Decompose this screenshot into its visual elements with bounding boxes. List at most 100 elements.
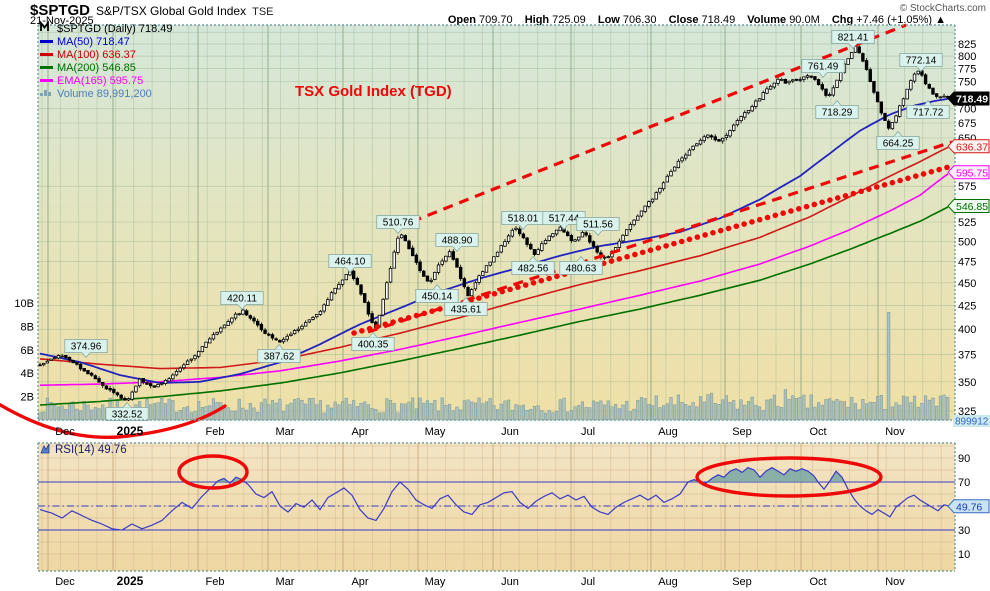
exchange-label: TSE <box>252 6 274 18</box>
volume-bar <box>776 406 780 421</box>
volume-bar <box>783 389 787 421</box>
last-price-label-box <box>947 91 990 106</box>
candle-up <box>289 333 293 336</box>
candle-up <box>898 105 902 117</box>
candle-up <box>126 398 131 401</box>
volume-bar <box>64 409 68 421</box>
candle-down <box>82 368 86 372</box>
price-tick-label: 575 <box>958 181 976 193</box>
callout-seam <box>369 337 377 339</box>
candle-up <box>853 45 858 53</box>
volume-bar <box>573 406 577 421</box>
candle-up <box>156 383 160 388</box>
candle-down <box>78 363 83 370</box>
candle-up <box>695 143 699 147</box>
volume-bar <box>307 398 311 421</box>
volume-bar <box>436 410 441 421</box>
volume-bar <box>186 406 190 421</box>
callout-seam <box>346 266 354 268</box>
volume-bar <box>355 406 359 421</box>
candle-up <box>831 87 836 96</box>
ema165-line <box>40 173 949 386</box>
candle-up <box>311 317 315 320</box>
candle-up <box>684 154 688 159</box>
legend-item: MA(100) 636.37 <box>57 49 136 61</box>
candle-down <box>879 101 884 114</box>
rsi-tick-label: 90 <box>958 453 970 465</box>
price-tick-label: 825 <box>958 39 976 51</box>
callout-text: 480.63 <box>566 264 597 275</box>
candle-up <box>381 298 385 316</box>
candle-up <box>606 256 610 259</box>
candle-down <box>868 69 872 82</box>
volume-bar <box>647 404 651 421</box>
candle-up <box>739 116 743 122</box>
volume-bar <box>60 405 64 421</box>
volume-bar <box>322 412 326 421</box>
price-callout: 450.14 <box>415 283 459 303</box>
rsi-legend: RSI(14) 49.76 <box>40 443 127 456</box>
close-value: 718.49 <box>701 14 736 26</box>
volume-bar <box>38 412 42 421</box>
callout-seam <box>594 229 602 231</box>
candle-down <box>407 240 411 250</box>
candle-up <box>632 219 636 226</box>
candle-up <box>791 79 795 82</box>
month-label-rsi: Apr <box>351 576 368 588</box>
volume-bar <box>470 401 474 421</box>
candle-up <box>230 317 234 323</box>
volume-bar <box>71 401 75 421</box>
volume-bar <box>56 406 61 421</box>
candle-up <box>53 357 57 359</box>
callout-seam <box>577 261 585 263</box>
candle-up <box>429 279 433 282</box>
candle-down <box>152 385 157 388</box>
volume-value-text: 899912 <box>955 417 989 428</box>
volume-bar <box>625 400 629 421</box>
candle-down <box>934 93 939 97</box>
candle-up <box>772 82 777 88</box>
candle-up <box>658 187 662 193</box>
volume-bar <box>580 401 584 421</box>
candle-up <box>322 304 326 312</box>
rsi-line <box>39 466 951 531</box>
volume-bar <box>905 396 909 421</box>
candle-up <box>134 385 138 393</box>
stockcharts-copyright: © StockCharts.com <box>899 3 986 14</box>
volume-bar <box>503 400 507 421</box>
volume-bar <box>839 400 843 421</box>
candle-up <box>333 287 337 294</box>
stockcharts-logo-icon <box>40 20 49 31</box>
candle-up <box>193 355 197 360</box>
volume-bar <box>230 410 234 421</box>
volume-bar <box>293 399 297 421</box>
volume-bar <box>462 400 466 421</box>
candle-up <box>178 367 182 372</box>
callout-seam <box>519 223 527 225</box>
volume-bar <box>529 408 533 421</box>
candle-up <box>639 210 644 217</box>
candle-down <box>518 228 522 235</box>
candle-down <box>244 310 249 316</box>
callout-text: 821.41 <box>838 33 869 44</box>
callout-text: 450.14 <box>422 292 453 303</box>
candle-up <box>680 157 684 162</box>
volume-bar <box>772 394 776 421</box>
candle-up <box>182 364 186 369</box>
candle-down <box>455 258 459 268</box>
candle-up <box>440 260 444 265</box>
month-label-rsi: Mar <box>276 576 295 588</box>
volume-bar <box>403 403 407 421</box>
volume-bar <box>710 392 714 421</box>
ema165-price-label: 595.75 <box>947 165 990 180</box>
price-callout: 511.56 <box>576 217 620 237</box>
volume-bar <box>411 397 415 421</box>
candle-up <box>805 75 810 78</box>
month-label: Jul <box>581 426 595 438</box>
price-callout: 664.25 <box>876 130 920 150</box>
candle-up <box>743 112 747 118</box>
candle-down <box>259 323 264 331</box>
volume-bar <box>466 399 470 421</box>
candle-up <box>215 331 219 335</box>
